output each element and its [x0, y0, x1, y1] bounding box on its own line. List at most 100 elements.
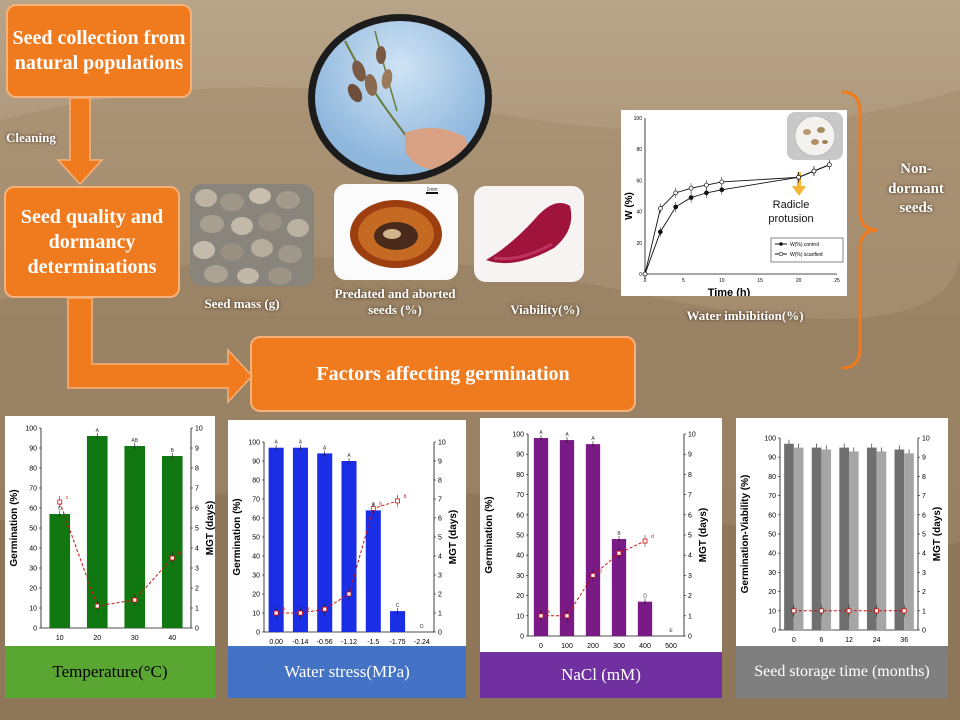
mgt-letter: a	[282, 606, 285, 612]
imbibition-xtick: 5	[682, 278, 685, 284]
temperature-svg: 0 10 20 30 40 50 60 70 80 90 100 0 1 2 3 4 5 6 7 8 9 10 Germin…	[9, 426, 216, 643]
germination-letter: A	[274, 440, 278, 446]
y-tick-label: 40	[29, 546, 37, 553]
y-tick-label: 20	[768, 589, 776, 596]
y2-tick-label: 0	[688, 634, 692, 641]
y-tick-label: 40	[252, 554, 260, 561]
category-label: -1.12	[341, 639, 357, 646]
y-tick-label: 80	[29, 466, 37, 473]
germination-letter: E	[669, 628, 673, 634]
germination-bar	[533, 438, 549, 636]
y2-tick-label: 7	[922, 493, 926, 500]
y2-tick-label: 10	[438, 440, 446, 447]
category-label: 0	[792, 637, 796, 644]
germination-letter: B	[372, 502, 376, 508]
germination-letter: A	[96, 428, 100, 434]
imbibition-point	[658, 206, 663, 211]
germination-letter: A	[323, 445, 327, 451]
y-tick-label: 0	[256, 630, 260, 637]
y2-tick-label: 8	[688, 472, 692, 479]
arrow-elbow	[67, 297, 254, 404]
category-label: 10	[56, 635, 64, 642]
viability-caption: Viability(%)	[510, 302, 580, 317]
y-tick-label: 20	[516, 593, 524, 600]
cleaning-label: Cleaning	[6, 130, 56, 145]
radicle-label-line2: protusion	[768, 213, 813, 225]
y2-tick-label: 4	[195, 546, 199, 553]
y2-tick-label: 4	[688, 553, 692, 560]
category-label: 0.00	[269, 639, 283, 646]
mgt-point	[395, 498, 400, 504]
seed-mass-caption: Seed mass (g)	[204, 296, 280, 311]
factors-germination-box: Factors affecting germination	[250, 336, 636, 412]
viability-seed-photo	[474, 186, 584, 282]
mgt-point	[370, 506, 376, 511]
category-label: 24	[873, 637, 881, 644]
germination-bar	[341, 461, 357, 632]
y-tick-label: 70	[516, 492, 524, 499]
storage-chart: 0 10 20 30 40 50 60 70 80 90 100 0 1 2 3 4 5 6 7 8 9 10 Germin…	[736, 418, 948, 646]
germination-letter: B	[171, 448, 175, 454]
y-tick-label: 50	[252, 535, 260, 542]
category-label: 30	[131, 635, 139, 642]
y-tick-label: 90	[516, 452, 524, 459]
mgt-letter: b	[404, 494, 407, 500]
category-label: 20	[93, 635, 101, 642]
mgt-point	[273, 610, 279, 616]
y2-axis-label: MGT (days)	[205, 501, 215, 555]
seed-collection-box: Seed collection from natural populations	[6, 4, 192, 98]
category-label: -1.75	[390, 639, 406, 646]
y-axis-label: Germination (%)	[232, 498, 243, 575]
germination-bar	[866, 447, 877, 630]
imbibition-point	[688, 185, 694, 191]
mgt-point	[616, 550, 622, 556]
imbibition-point	[688, 195, 694, 200]
y-tick-label: 90	[768, 455, 776, 462]
predated-caption: Predated and aborted seeds (%)	[334, 286, 456, 317]
viability-bar	[793, 447, 804, 630]
y2-tick-label: 8	[438, 478, 442, 485]
radicle-arrow	[792, 172, 806, 196]
mgt-letter: a	[306, 606, 309, 612]
y-tick-label: 80	[252, 478, 260, 485]
y-tick-label: 60	[516, 512, 524, 519]
imbibition-point	[673, 204, 679, 210]
mgt-point	[169, 555, 175, 561]
mgt-point	[846, 608, 852, 614]
germination-letter: A	[591, 436, 595, 442]
y2-tick-label: 7	[438, 497, 442, 504]
y2-tick-label: 9	[195, 446, 199, 453]
y-tick-label: 30	[516, 573, 524, 580]
y-tick-label: 10	[252, 611, 260, 618]
imbibition-point	[719, 179, 725, 185]
predated-seed-photo: 1mm	[334, 184, 458, 280]
mgt-letter: b	[379, 502, 382, 508]
y2-axis-label: MGT (days)	[448, 510, 459, 564]
y-tick-label: 80	[516, 472, 524, 479]
germination-bar	[161, 456, 183, 628]
y-tick-label: 80	[768, 474, 776, 481]
imbibition-chart: W (%) Time (h) Radicle protusion W(%) co…	[621, 110, 847, 299]
y2-tick-label: 1	[195, 606, 199, 613]
germination-bar	[292, 447, 308, 632]
arrow-down-1	[56, 97, 104, 186]
germination-bar	[124, 446, 146, 628]
mgt-point	[642, 538, 648, 544]
y-tick-label: 40	[768, 551, 776, 558]
y-tick-label: 70	[252, 497, 260, 504]
germination-bar	[559, 440, 575, 636]
imbibition-xtick: 25	[834, 278, 840, 284]
radicle-label-line1: Radicle	[773, 199, 810, 211]
germination-letter: B	[617, 531, 621, 537]
y-tick-label: 40	[516, 553, 524, 560]
pod-photo-illustration	[344, 30, 468, 171]
germination-letter: A	[347, 453, 351, 459]
seed-collection-label: Seed collection from natural populations	[12, 27, 186, 74]
category-label: -1.5	[367, 639, 379, 646]
category-label: 6	[819, 637, 823, 644]
y2-tick-label: 10	[195, 426, 203, 433]
y-tick-label: 70	[768, 493, 776, 500]
y-tick-label: 20	[252, 592, 260, 599]
germination-letter: C	[58, 506, 62, 512]
